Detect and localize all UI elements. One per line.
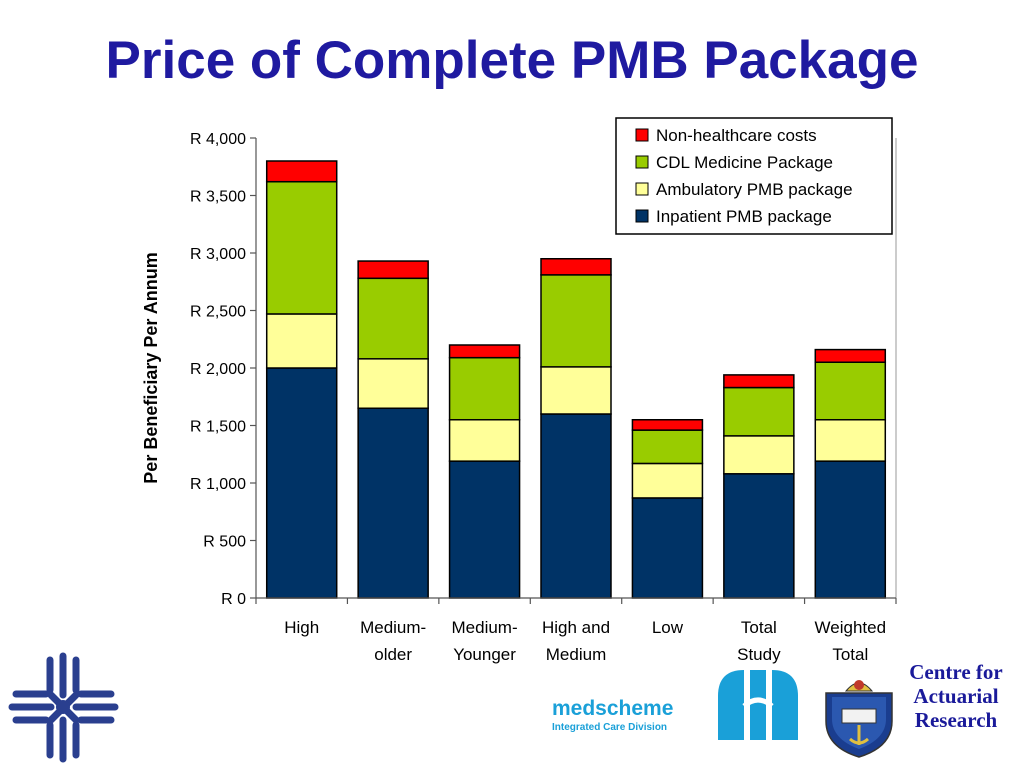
legend-swatch-0 — [635, 128, 649, 142]
legend-swatch-1 — [635, 155, 649, 169]
bar-ambulatory-pmb-package-4 — [631, 462, 704, 499]
bar-non-healthcare-costs-5 — [723, 374, 795, 389]
medscheme-logo: medscheme Integrated Care Division — [552, 697, 702, 733]
x-category-label-2-0: Medium- — [452, 618, 518, 637]
bar-cdl-medicine-package-2 — [448, 356, 521, 421]
bar-non-healthcare-costs-1 — [357, 260, 429, 280]
medscheme-name: medscheme — [552, 697, 674, 720]
car-line-1: Centre for — [909, 660, 1003, 684]
legend-label-0: Non-healthcare costs — [656, 126, 817, 145]
bar-non-healthcare-costs-4 — [631, 419, 704, 431]
y-tick-label-0: R 0 — [221, 591, 246, 608]
bar-cdl-medicine-package-3 — [540, 274, 612, 368]
x-category-label-3-0: High and — [542, 618, 610, 637]
car-line-2: Actuarial — [913, 684, 999, 708]
x-category-label-2-1: Younger — [453, 645, 516, 664]
y-tick-label-3: R 1,500 — [190, 419, 246, 436]
slide-title: Price of Complete PMB Package — [105, 31, 919, 90]
bar-cdl-medicine-package-1 — [357, 277, 429, 360]
university-crest-icon — [825, 680, 893, 758]
y-tick-label-1: R 500 — [203, 534, 246, 551]
axes-group: R 0 R 500 R 1,000 R 1,500 R 2,000 R 2,500 R 3,… — [141, 131, 897, 664]
organisation-logo-icon — [8, 652, 119, 763]
y-tick-label-8: R 4,000 — [190, 131, 246, 148]
x-category-label-5-0: Total — [741, 618, 777, 637]
bar-ambulatory-pmb-package-5 — [723, 435, 795, 475]
y-tick-label-2: R 1,000 — [190, 476, 246, 493]
legend-swatch-3 — [635, 209, 649, 223]
car-line-3: Research — [914, 708, 998, 732]
bar-ambulatory-pmb-package-3 — [540, 366, 612, 415]
bar-inpatient-pmb-package-1 — [357, 407, 429, 599]
bar-non-healthcare-costs-0 — [265, 160, 338, 183]
bar-cdl-medicine-package-6 — [814, 361, 887, 421]
bar-ambulatory-pmb-package-2 — [448, 419, 521, 462]
legend-swatch-2 — [635, 182, 649, 196]
x-category-label-6-0: Weighted — [815, 618, 887, 637]
y-tick-label-7: R 3,500 — [190, 189, 246, 206]
bar-inpatient-pmb-package-5 — [723, 473, 795, 599]
bar-ambulatory-pmb-package-1 — [357, 358, 429, 409]
bar-ambulatory-pmb-package-6 — [814, 419, 887, 462]
bar-inpatient-pmb-package-4 — [631, 497, 704, 599]
y-axis-label: Per Beneficiary Per Annum — [141, 252, 161, 483]
legend-label-3: Inpatient PMB package — [656, 207, 832, 226]
bar-inpatient-pmb-package-6 — [814, 460, 887, 599]
legend-label-2: Ambulatory PMB package — [656, 180, 853, 199]
bar-non-healthcare-costs-3 — [540, 258, 612, 276]
y-tick-label-6: R 3,000 — [190, 246, 246, 263]
bar-inpatient-pmb-package-2 — [448, 460, 521, 599]
x-category-label-1-0: Medium- — [360, 618, 426, 637]
x-category-label-5-1: Study — [737, 645, 781, 664]
bar-cdl-medicine-package-4 — [631, 429, 704, 465]
stacked-bar-chart: R 0 R 500 R 1,000 R 1,500 R 2,000 R 2,500 R 3,… — [141, 117, 897, 664]
x-category-label-6-1: Total — [832, 645, 868, 664]
medscheme-division: Integrated Care Division — [552, 722, 668, 733]
legend-box — [615, 117, 893, 235]
medscheme-symbol-icon — [718, 670, 798, 740]
x-category-label-4-0: Low — [652, 618, 684, 637]
bars-group — [265, 160, 887, 599]
bar-cdl-medicine-package-5 — [723, 386, 795, 437]
bar-inpatient-pmb-package-3 — [540, 413, 612, 599]
bar-ambulatory-pmb-package-0 — [265, 313, 338, 369]
bar-non-healthcare-costs-2 — [448, 344, 521, 359]
bar-non-healthcare-costs-6 — [814, 348, 887, 364]
chart-legend: Non-healthcare costs CDL Medicine Package… — [615, 117, 893, 235]
y-tick-label-4: R 2,000 — [190, 361, 246, 378]
x-category-label-1-1: older — [374, 645, 412, 664]
x-category-label-3-1: Medium — [546, 645, 606, 664]
bar-inpatient-pmb-package-0 — [265, 367, 338, 599]
y-tick-label-5: R 2,500 — [190, 304, 246, 321]
bar-cdl-medicine-package-0 — [265, 180, 338, 315]
car-logo-text: Centre for Actuarial Research — [896, 660, 1016, 732]
x-category-label-0-0: High — [284, 618, 319, 637]
legend-label-1: CDL Medicine Package — [656, 153, 833, 172]
